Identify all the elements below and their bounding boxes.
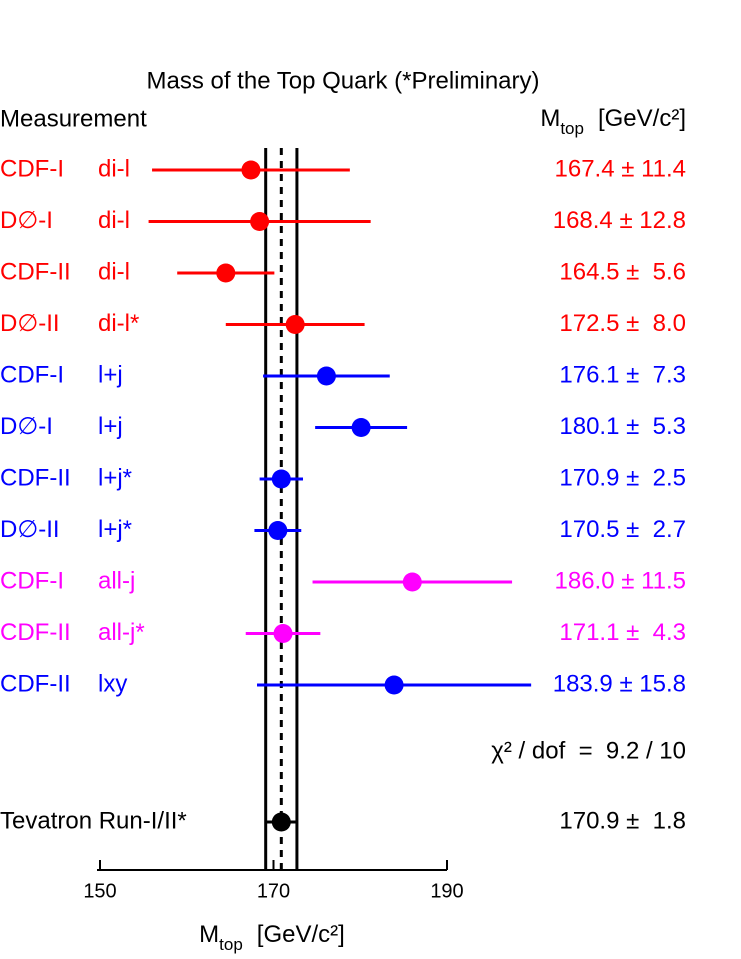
point: [285, 315, 305, 334]
xlabel-symbol: M: [199, 921, 219, 948]
row-label: di-l: [98, 155, 130, 182]
point: [216, 263, 236, 283]
row-label: D∅-II: [0, 310, 60, 337]
row-label: CDF-II: [0, 258, 71, 285]
column-header: Measurement: [0, 105, 147, 132]
value-label: 171.1 ± 4.3: [559, 619, 686, 646]
chi2-label: χ² / dof = 9.2 / 10: [491, 737, 686, 764]
row-label: l+j: [98, 361, 123, 388]
row-label: l+j*: [98, 464, 132, 491]
point: [316, 366, 336, 386]
row-label: all-j*: [98, 619, 145, 646]
row-label: di-l: [98, 207, 130, 234]
value-label: 180.1 ± 5.3: [559, 413, 686, 440]
row-label: CDF-I: [0, 155, 64, 182]
point: [351, 418, 371, 437]
row-label: D∅-I: [0, 207, 53, 234]
row-label: CDF-II: [0, 619, 71, 646]
row-label: CDF-II: [0, 464, 71, 491]
value-label: 176.1 ± 7.3: [559, 361, 686, 388]
value-label: 183.9 ± 15.8: [553, 670, 686, 697]
x-axis-label: Mtop [GeV/c²]: [199, 921, 345, 954]
row-label: CDF-II: [0, 670, 71, 697]
point: [402, 572, 422, 592]
chart-title: Mass of the Top Quark (*Preliminary): [146, 67, 539, 94]
row-label: l+j: [98, 413, 123, 440]
x-tick-label: 190: [430, 880, 463, 902]
value-label: 186.0 ± 11.5: [555, 567, 687, 594]
x-tick-label: 170: [257, 880, 290, 902]
value-label: 167.4 ± 11.4: [555, 155, 687, 182]
header-unit: [GeV/c²]: [598, 105, 686, 132]
row-label: Tevatron Run-I/II*: [0, 807, 187, 834]
point: [250, 212, 270, 231]
value-label: 170.5 ± 2.7: [559, 516, 686, 543]
row-label: CDF-I: [0, 361, 64, 388]
point: [271, 812, 291, 832]
value-label: 170.9 ± 2.5: [559, 464, 686, 491]
x-tick-label: 150: [83, 880, 116, 902]
value-label: 164.5 ± 5.6: [559, 258, 686, 285]
column-header: Mtop [GeV/c²]: [540, 105, 686, 138]
point: [268, 521, 288, 540]
xlabel-subscript: top: [219, 935, 243, 954]
row-label: di-l: [98, 258, 130, 285]
value-label: 168.4 ± 12.8: [553, 207, 686, 234]
point: [273, 624, 293, 643]
row-label: CDF-I: [0, 567, 64, 594]
header-symbol: M: [540, 105, 560, 132]
xlabel-unit: [GeV/c²]: [257, 921, 345, 948]
value-label: 172.5 ± 8.0: [559, 310, 686, 337]
point: [271, 469, 291, 489]
row-label: lxy: [98, 670, 127, 697]
row-label: di-l*: [98, 310, 139, 337]
row-label: D∅-I: [0, 413, 53, 440]
row-label: D∅-II: [0, 516, 60, 543]
value-label: 170.9 ± 1.8: [559, 807, 686, 834]
point: [241, 160, 261, 180]
row-label: l+j*: [98, 516, 132, 543]
row-label: all-j: [98, 567, 135, 594]
point: [384, 675, 404, 695]
header-subscript: top: [560, 119, 584, 138]
